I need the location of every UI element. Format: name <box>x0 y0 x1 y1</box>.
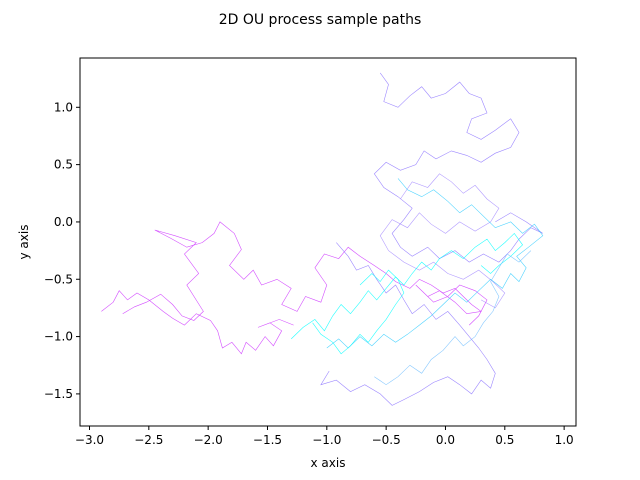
y-tick-label: −1.5 <box>44 387 73 401</box>
y-axis: −1.5 −1.0 −0.5 0.0 0.5 1.0 <box>44 100 80 401</box>
series-path-6 <box>326 178 544 349</box>
series-path-9 <box>374 250 532 386</box>
x-tick-label: −2.0 <box>194 433 223 447</box>
series-path-5 <box>379 173 506 309</box>
series-path-8 <box>312 269 405 355</box>
x-tick-label: −2.5 <box>134 433 163 447</box>
x-tick-label: −3.0 <box>75 433 104 447</box>
x-tick-label: 1.0 <box>555 433 574 447</box>
series-layer <box>101 72 544 406</box>
y-tick-label: 1.0 <box>54 100 73 114</box>
y-tick-label: −0.5 <box>44 272 73 286</box>
x-tick-label: 0.0 <box>436 433 455 447</box>
series-path-2 <box>101 290 294 355</box>
series-path-4 <box>320 242 496 406</box>
y-tick-label: 0.5 <box>54 158 73 172</box>
y-axis-label: y axis <box>17 225 31 260</box>
x-tick-label: −0.5 <box>372 433 401 447</box>
y-tick-label: −1.0 <box>44 330 73 344</box>
series-path-7 <box>290 232 523 340</box>
x-axis: −3.0 −2.5 −2.0 −1.5 −1.0 −0.5 0.0 0.5 1.0 <box>75 426 574 447</box>
x-tick-label: −1.0 <box>312 433 341 447</box>
chart-title: 2D OU process sample paths <box>219 12 422 28</box>
x-tick-label: 0.5 <box>495 433 514 447</box>
x-tick-label: −1.5 <box>253 433 282 447</box>
series-path-3 <box>373 72 543 263</box>
series-path-1 <box>122 221 488 326</box>
plot-frame <box>79 57 577 427</box>
x-axis-label: x axis <box>311 456 346 470</box>
y-tick-label: 0.0 <box>54 215 73 229</box>
